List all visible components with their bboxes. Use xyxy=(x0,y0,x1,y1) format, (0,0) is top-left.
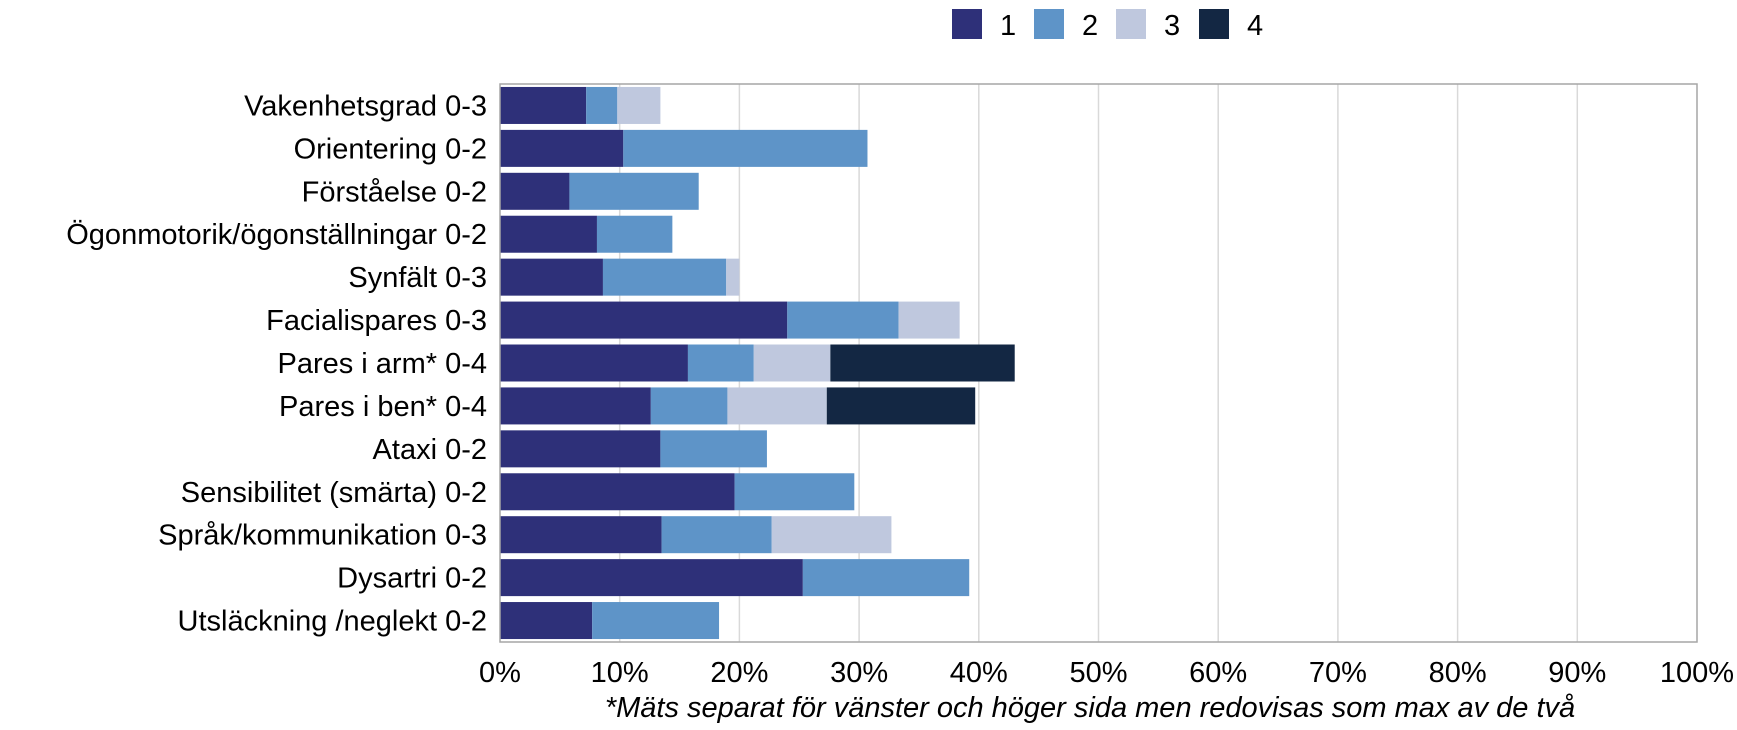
bar-segment-series-1 xyxy=(500,473,735,511)
legend-label: 3 xyxy=(1164,10,1180,42)
y-category-label: Ataxi 0-2 xyxy=(373,434,487,466)
bar-segment-series-2 xyxy=(802,559,970,597)
y-category-label: Vakenhetsgrad 0-3 xyxy=(244,90,487,122)
x-tick-label: 40% xyxy=(950,657,1008,689)
y-category-label: Ögonmotorik/ögonställningar 0-2 xyxy=(66,219,487,251)
bar-segment-series-1 xyxy=(500,258,603,296)
bars xyxy=(500,86,1015,640)
bar-segment-series-2 xyxy=(787,301,899,339)
bar-segment-series-4 xyxy=(826,387,976,425)
bar-segment-series-2 xyxy=(602,258,727,296)
x-tick-label: 70% xyxy=(1309,657,1367,689)
bar-segment-series-1 xyxy=(500,129,624,167)
bar-segment-series-1 xyxy=(500,559,803,597)
legend-swatch-2 xyxy=(1034,9,1064,39)
y-category-label: Förståelse 0-2 xyxy=(302,176,487,208)
plot-frame xyxy=(499,83,1698,643)
y-category-label: Utsläckning /neglekt 0-2 xyxy=(178,606,488,638)
bar-segment-series-3 xyxy=(771,516,892,554)
bar-segment-series-2 xyxy=(623,129,868,167)
bar-segment-series-1 xyxy=(500,602,593,640)
bar-segment-series-2 xyxy=(650,387,728,425)
y-category-label: Pares i ben* 0-4 xyxy=(279,391,487,423)
bar-segment-series-3 xyxy=(726,258,740,296)
x-tick-label: 100% xyxy=(1660,657,1734,689)
bar-segment-series-2 xyxy=(734,473,855,511)
bar-segment-series-2 xyxy=(660,430,767,468)
bar-segment-series-2 xyxy=(569,172,699,210)
legend-swatch-3 xyxy=(1116,9,1146,39)
y-axis-labels: Vakenhetsgrad 0-3 Orientering 0-2 Förståel… xyxy=(66,90,487,637)
y-category-label: Orientering 0-2 xyxy=(294,133,487,165)
bar-segment-series-2 xyxy=(586,86,618,124)
bar-segment-series-2 xyxy=(592,602,720,640)
bar-segment-series-3 xyxy=(753,344,831,382)
x-tick-label: 20% xyxy=(710,657,768,689)
bar-segment-series-2 xyxy=(596,215,673,253)
legend: 1 2 3 4 xyxy=(952,9,1263,42)
x-tick-label: 80% xyxy=(1429,657,1487,689)
legend-swatch-1 xyxy=(952,9,982,39)
x-tick-label: 0% xyxy=(479,657,521,689)
legend-label: 4 xyxy=(1247,10,1263,42)
x-axis-labels: 0% 10% 20% 30% 40% 50% 60% 70% 80% 90% 100% xyxy=(479,657,1734,689)
footnote: *Mäts separat för vänster och höger sida… xyxy=(604,692,1576,724)
bar-segment-series-4 xyxy=(830,344,1015,382)
x-tick-label: 10% xyxy=(591,657,649,689)
bar-segment-series-1 xyxy=(500,516,662,554)
x-tick-label: 50% xyxy=(1069,657,1127,689)
bar-segment-series-1 xyxy=(500,215,597,253)
bar-segment-series-3 xyxy=(898,301,960,339)
x-tick-label: 90% xyxy=(1548,657,1606,689)
legend-swatch-4 xyxy=(1199,9,1229,39)
bar-segment-series-1 xyxy=(500,430,661,468)
bar-segment-series-2 xyxy=(687,344,754,382)
gridlines xyxy=(618,84,1579,642)
y-category-label: Pares i arm* 0-4 xyxy=(277,348,487,380)
y-category-label: Facialispares 0-3 xyxy=(266,305,487,337)
bar-segment-series-1 xyxy=(500,86,587,124)
plot-border xyxy=(499,83,1698,643)
y-category-label: Sensibilitet (smärta) 0-2 xyxy=(181,477,487,509)
bar-segment-series-1 xyxy=(500,301,788,339)
bar-segment-series-3 xyxy=(617,86,661,124)
bar-segment-series-3 xyxy=(727,387,827,425)
y-category-label: Dysartri 0-2 xyxy=(337,563,487,595)
y-category-label: Språk/kommunikation 0-3 xyxy=(158,520,487,552)
y-category-label: Synfält 0-3 xyxy=(348,262,487,294)
x-tick-label: 30% xyxy=(830,657,888,689)
bar-segment-series-2 xyxy=(661,516,772,554)
x-tick-label: 60% xyxy=(1189,657,1247,689)
bar-segment-series-1 xyxy=(500,387,651,425)
bar-segment-series-1 xyxy=(500,172,570,210)
legend-label: 2 xyxy=(1082,10,1098,42)
legend-label: 1 xyxy=(1000,10,1016,42)
bar-segment-series-1 xyxy=(500,344,688,382)
